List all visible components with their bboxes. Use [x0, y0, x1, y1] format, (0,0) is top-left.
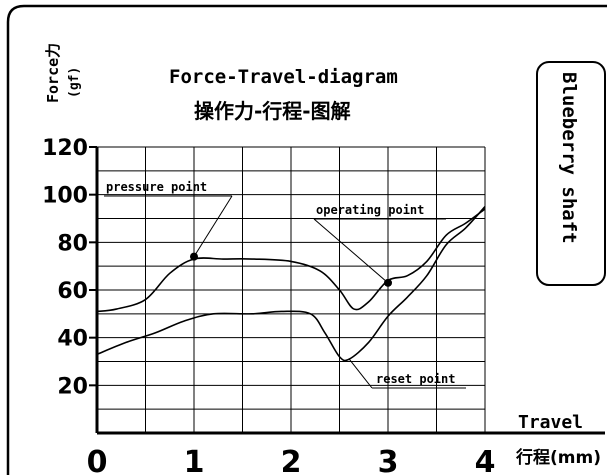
y-tick-label: 100 — [42, 184, 88, 209]
grid — [97, 146, 486, 433]
x-tick-label: 3 — [378, 445, 399, 475]
annotation-label: operating point — [316, 203, 424, 217]
side-label-text: Blueberry shaft — [558, 72, 580, 244]
x-axis-unit: 行程(mm) — [515, 447, 601, 468]
x-axis-label: Travel — [518, 412, 583, 433]
curves — [96, 206, 486, 362]
y-axis-title-group: Force力 (gf) — [44, 43, 82, 103]
y-tick-label: 20 — [57, 374, 88, 399]
chart-title: Force-Travel-diagram — [169, 66, 398, 88]
annotation-leader — [313, 218, 389, 284]
chart-frame — [6, 4, 607, 475]
x-tick-label: 1 — [184, 445, 205, 475]
side-label-box: Blueberry shaft — [536, 61, 606, 286]
annotation-dot — [190, 252, 198, 261]
release-curve — [96, 206, 486, 362]
press-curve — [96, 208, 486, 313]
side-label-frame — [536, 61, 606, 286]
annotation-label: pressure point — [106, 180, 207, 194]
x-tick-label: 0 — [87, 445, 108, 475]
y-tick-label: 80 — [57, 231, 88, 256]
y-tick-label: 40 — [57, 327, 88, 352]
annotation-label: reset point — [376, 372, 455, 386]
chart-subtitle: 操作力-行程-图解 — [194, 99, 351, 123]
x-tick-label: 4 — [475, 445, 496, 475]
y-axis-unit: (gf) — [67, 67, 82, 98]
y-tick-labels: 20 40 60 80 100 120 — [42, 136, 97, 399]
annotation-leader — [348, 358, 373, 389]
annotation-leader — [193, 195, 233, 257]
annotation-dot — [384, 278, 392, 287]
y-tick-label: 60 — [57, 279, 88, 304]
y-tick-label: 120 — [42, 136, 88, 161]
annotations: pressure point operating point reset point — [104, 180, 466, 389]
x-tick-labels: 0 1 2 3 4 — [87, 445, 496, 475]
y-axis-label: Force力 — [44, 43, 62, 103]
x-tick-label: 2 — [281, 445, 302, 475]
